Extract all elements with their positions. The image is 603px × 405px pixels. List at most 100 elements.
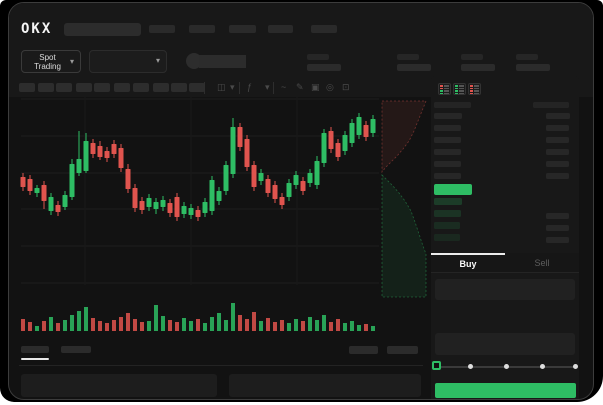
tab-buy[interactable]: Buy — [431, 253, 505, 272]
ask-row-price[interactable] — [434, 173, 461, 179]
toolbar-interval-2[interactable] — [38, 83, 54, 92]
draw-tool-icon[interactable]: ✎ — [296, 82, 304, 92]
bid-row-price[interactable] — [434, 222, 460, 229]
candle-body — [223, 165, 229, 191]
volume-bar — [203, 323, 207, 331]
candle-body — [62, 195, 68, 207]
pair-selector-dropdown[interactable]: ▾ — [89, 50, 167, 73]
amount-slider-handle[interactable] — [432, 361, 441, 370]
indicators-caret-icon[interactable]: ▾ — [265, 82, 270, 92]
nav-item-5[interactable] — [311, 25, 337, 33]
price-chart[interactable] — [9, 3, 594, 400]
candle-style-icon[interactable]: ◫ — [217, 82, 226, 92]
volume-bar — [168, 320, 172, 331]
candle-body — [55, 205, 61, 212]
depth-bids-area — [381, 174, 427, 298]
buy-submit-button[interactable] — [435, 383, 576, 398]
volume-bar — [28, 322, 32, 331]
toggle-row — [440, 92, 449, 94]
bid-row-amount — [546, 237, 569, 243]
toolbar-interval-9[interactable] — [171, 83, 187, 92]
last-price-bar[interactable] — [434, 184, 472, 195]
volume-bar — [322, 315, 326, 331]
candle-body — [307, 173, 313, 183]
bid-row-amount — [546, 213, 569, 219]
order-form-field-2[interactable] — [435, 333, 575, 355]
bottom-right-control-2[interactable] — [387, 346, 418, 354]
toggle-square — [470, 92, 473, 94]
nav-item-3[interactable] — [229, 25, 256, 33]
ticker-stat-value-4 — [516, 64, 550, 71]
toggle-row — [440, 87, 449, 89]
slider-dot[interactable] — [468, 364, 473, 369]
toolbar-interval-5[interactable] — [94, 83, 110, 92]
depth-asks-area — [381, 100, 427, 174]
candle-body — [27, 179, 33, 191]
volume-bar — [336, 319, 340, 331]
candle-style-caret-icon[interactable]: ▾ — [230, 82, 235, 92]
indicators-icon[interactable]: ƒ — [247, 82, 253, 92]
book-asks-only-icon[interactable] — [468, 83, 481, 95]
ticker-stat-label-4 — [516, 54, 538, 60]
candle-body — [202, 202, 208, 213]
bid-row-price[interactable] — [434, 210, 461, 217]
bottom-right-control-1[interactable] — [349, 346, 378, 354]
toolbar-divider — [239, 82, 240, 94]
toolbar-interval-7[interactable] — [133, 83, 149, 92]
book-both-sides-icon[interactable] — [438, 83, 451, 95]
volume-bar — [112, 320, 116, 331]
candle-body — [363, 125, 369, 137]
volume-bar — [371, 326, 375, 331]
chart-settings-icon[interactable]: ◎ — [326, 82, 334, 92]
candle-body — [48, 197, 54, 211]
volume-bar — [133, 319, 137, 331]
bid-row-price[interactable] — [434, 198, 462, 205]
toolbar-interval-8[interactable] — [153, 83, 169, 92]
volume-bar — [154, 305, 158, 331]
search-input[interactable] — [64, 23, 141, 36]
candle-body — [132, 188, 138, 208]
volume-bar — [217, 313, 221, 331]
volume-bar — [175, 322, 179, 331]
order-form-field-1[interactable] — [435, 279, 575, 300]
toolbar-interval-10[interactable] — [189, 83, 205, 92]
toggle-square — [455, 85, 458, 87]
ask-row-price[interactable] — [434, 113, 462, 119]
bottom-tab-1[interactable] — [21, 346, 49, 353]
market-type-dropdown[interactable]: Spot Trading ▾ — [21, 50, 81, 73]
snapshot-icon[interactable]: ▣ — [311, 82, 320, 92]
line-tool-icon[interactable]: ~ — [281, 82, 287, 92]
candle-body — [300, 181, 306, 191]
ask-row-price[interactable] — [434, 125, 461, 131]
bid-row-price[interactable] — [434, 234, 460, 241]
fullscreen-icon[interactable]: ⊡ — [342, 82, 350, 92]
slider-dot[interactable] — [540, 364, 545, 369]
ask-row-price[interactable] — [434, 137, 461, 143]
nav-item-1[interactable] — [149, 25, 175, 33]
candle-body — [153, 202, 159, 209]
volume-bar — [56, 323, 60, 331]
nav-item-4[interactable] — [268, 25, 293, 33]
toolbar-interval-1[interactable] — [19, 83, 35, 92]
tab-sell[interactable]: Sell — [534, 257, 550, 268]
bottom-tab-2[interactable] — [61, 346, 91, 353]
volume-bar — [273, 322, 277, 331]
toolbar-interval-6[interactable] — [114, 83, 130, 92]
book-bids-only-icon[interactable] — [453, 83, 466, 95]
toggle-row — [455, 90, 464, 92]
volume-bar — [245, 319, 249, 331]
volume-bar — [364, 324, 368, 331]
nav-item-2[interactable] — [189, 25, 215, 33]
ask-row-price[interactable] — [434, 161, 461, 167]
toggle-square — [470, 90, 473, 92]
toolbar-interval-3[interactable] — [56, 83, 72, 92]
toggle-row — [470, 92, 479, 94]
volume-bar — [147, 321, 151, 331]
slider-dot[interactable] — [504, 364, 509, 369]
ticker-stat-label-2 — [397, 54, 419, 60]
toggle-line — [443, 92, 449, 94]
slider-dot[interactable] — [573, 364, 578, 369]
toolbar-interval-4[interactable] — [76, 83, 92, 92]
ask-row-price[interactable] — [434, 149, 461, 155]
candle-body — [286, 183, 292, 197]
